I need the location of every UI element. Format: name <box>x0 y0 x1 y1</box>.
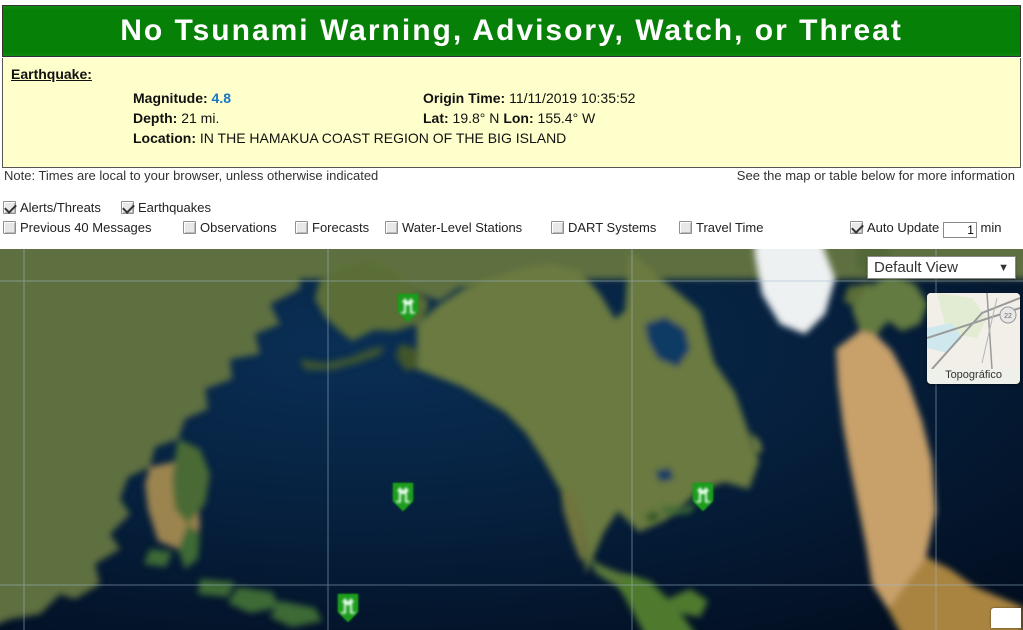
svg-text:22: 22 <box>1004 313 1012 320</box>
